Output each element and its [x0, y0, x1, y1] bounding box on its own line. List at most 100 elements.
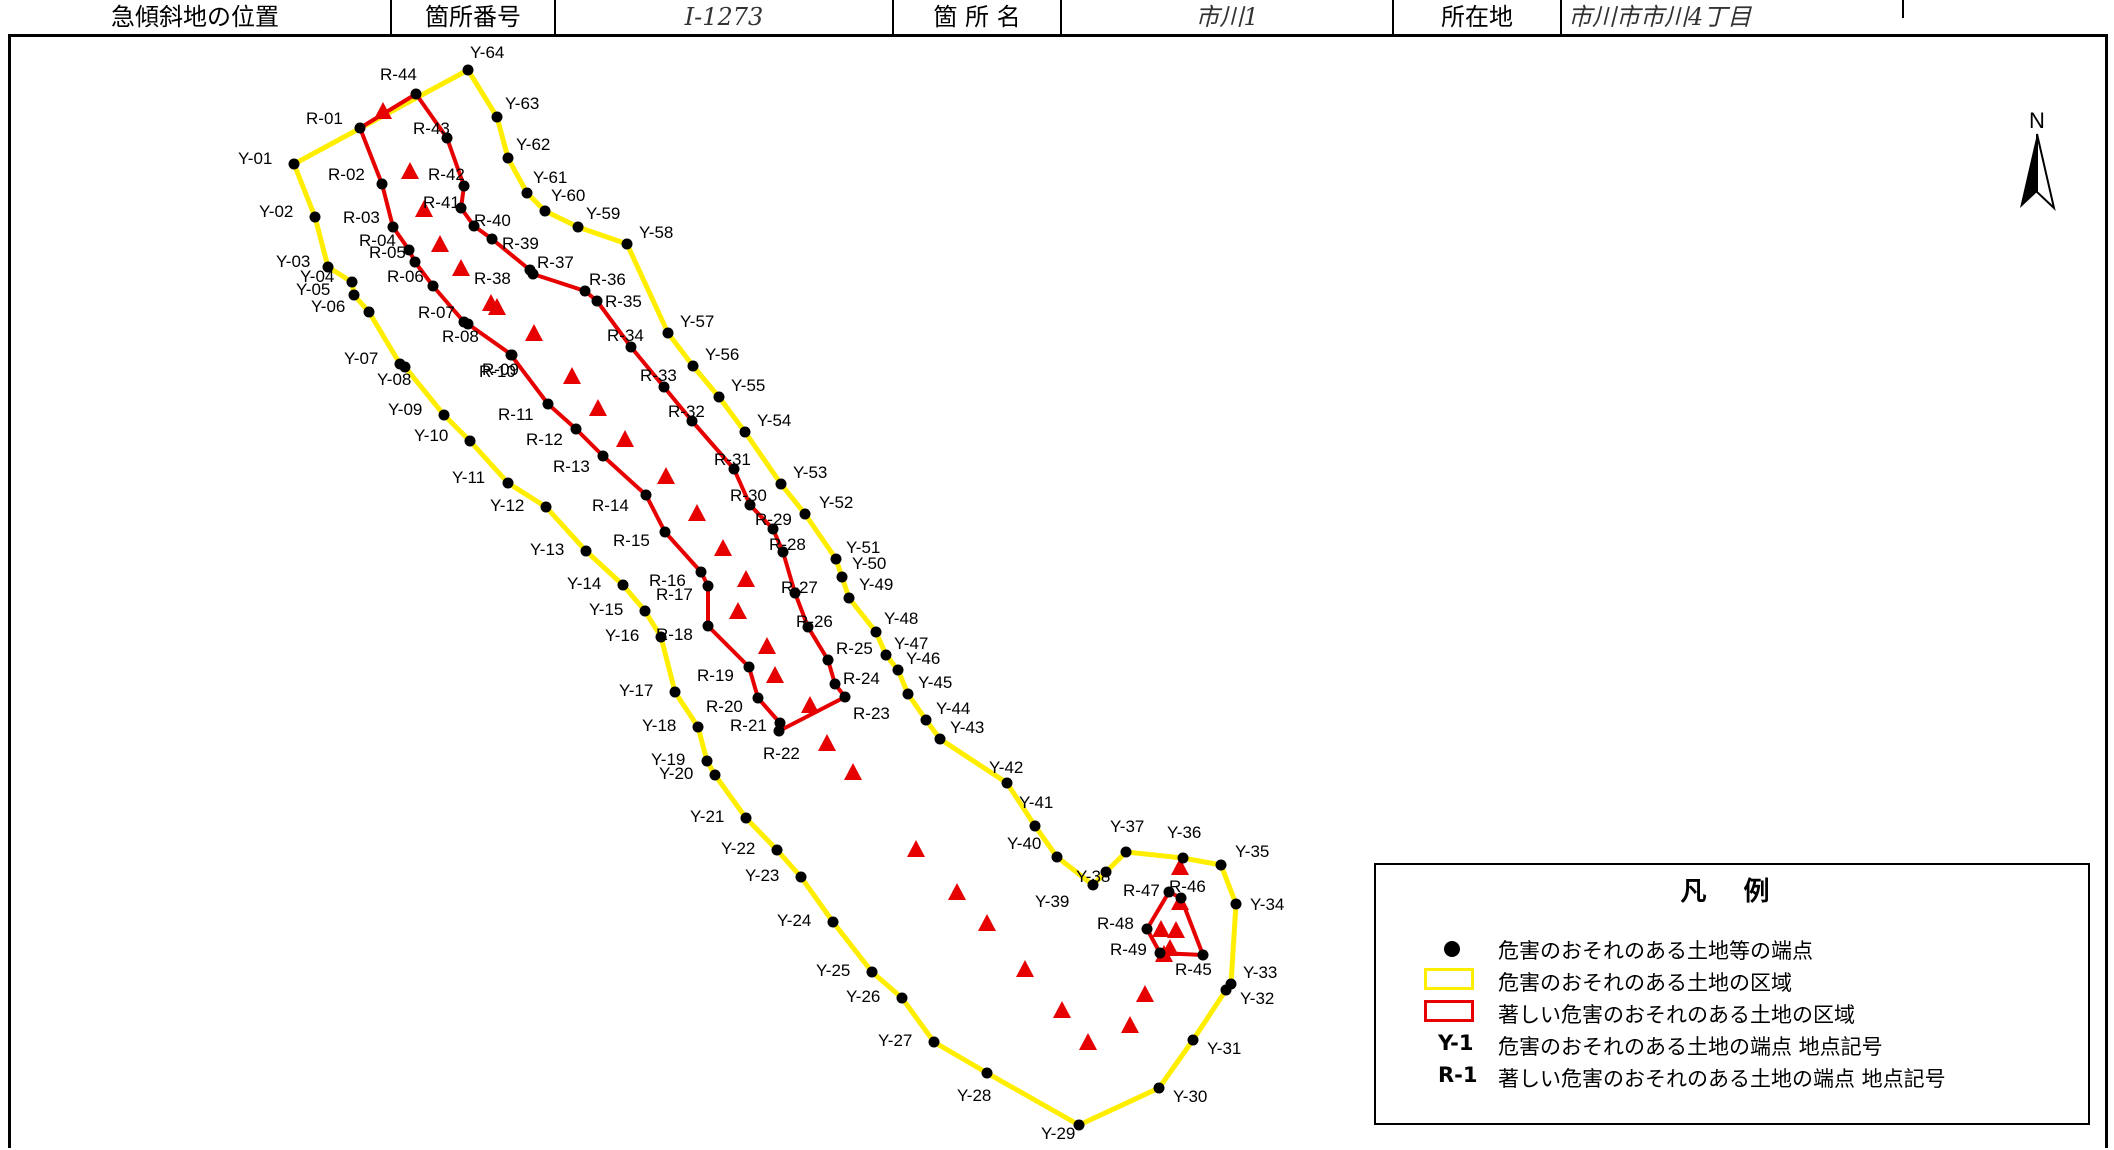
slope-mark-icon	[401, 162, 419, 179]
hazard-zone-point	[1120, 846, 1132, 858]
hazard-zone-point	[621, 238, 633, 250]
hazard-zone-point	[830, 553, 842, 565]
hazard-zone-point-label: Y-04	[300, 267, 334, 286]
severe-zone-point-label: R-14	[592, 496, 629, 515]
hazard-zone-point	[639, 605, 651, 617]
legend-item-text: 著しい危害のおそれのある土地の端点 地点記号	[1498, 1067, 1946, 1091]
hazard-zone-point-label: Y-12	[490, 496, 524, 515]
severe-zone-point	[773, 725, 785, 737]
hazard-zone-point	[902, 688, 914, 700]
legend-item-point: 危害のおそれのある土地等の端点	[1376, 933, 2088, 965]
hazard-zone-point-label: Y-47	[894, 634, 928, 653]
severe-zone-point	[658, 381, 670, 393]
hazard-zone-point-label: Y-18	[642, 716, 676, 735]
hazard-zone-point-label: Y-60	[551, 186, 585, 205]
hazard-zone-point	[462, 64, 474, 76]
hazard-zone-point-label: Y-21	[690, 807, 724, 826]
hazard-zone-point	[771, 844, 783, 856]
slope-mark-icon	[431, 235, 449, 252]
hazard-zone-point	[580, 545, 592, 557]
hazard-zone-point-label: Y-56	[705, 345, 739, 364]
severe-zone-point	[354, 122, 366, 134]
header-divider	[1392, 0, 1394, 34]
severe-zone-point	[427, 280, 439, 292]
hazard-zone-point	[438, 409, 450, 421]
severe-zone-point-label: R-03	[343, 208, 380, 227]
hazard-zone-point	[1051, 851, 1063, 863]
severe-zone-point-label: R-31	[714, 450, 751, 469]
hazard-zone-point-label: Y-62	[516, 135, 550, 154]
severe-zone-point-label: R-37	[537, 253, 574, 272]
severe-zone-point	[743, 661, 755, 673]
hazard-zone-point	[346, 276, 358, 288]
hazard-zone-point-label: Y-30	[1173, 1087, 1207, 1106]
hazard-zone-point	[896, 992, 908, 1004]
legend-item-text: 危害のおそれのある土地の端点 地点記号	[1498, 1035, 1883, 1059]
hazard-zone-point	[713, 391, 725, 403]
hazard-zone-point-label: Y-16	[605, 626, 639, 645]
hazard-zone-point	[692, 721, 704, 733]
severe-zone-point	[1197, 949, 1209, 961]
severe-zone-point-label: R-09	[482, 360, 519, 379]
hazard-zone-point-label: Y-29	[1041, 1124, 1075, 1143]
severe-zone-point-label: R-25	[836, 639, 873, 658]
hazard-zone-point-label: Y-63	[505, 94, 539, 113]
severe-zone-point-label: R-15	[613, 531, 650, 550]
severe-zone-point-label: R-13	[553, 457, 590, 476]
severe-zone-point	[597, 450, 609, 462]
north-arrow-icon	[2020, 133, 2056, 211]
severe-zone-point	[640, 489, 652, 501]
slope-mark-icon	[714, 539, 732, 556]
severe-zone-point-label: R-02	[328, 165, 365, 184]
severe-zone-point	[695, 566, 707, 578]
severe-zone-point	[774, 717, 786, 729]
severe-zone-point	[410, 88, 422, 100]
hazard-zone-point-label: Y-23	[745, 866, 779, 885]
legend-item-text: 危害のおそれのある土地等の端点	[1498, 939, 1813, 963]
severe-zone-point	[767, 523, 779, 535]
severe-zone-point	[524, 264, 536, 276]
slope-mark-icon	[452, 259, 470, 276]
slope-mark-icon	[1053, 1001, 1071, 1018]
hazard-zone-point	[866, 966, 878, 978]
severe-zone-point-label: R-18	[656, 625, 693, 644]
hazard-zone-point	[687, 360, 699, 372]
slope-mark-icon	[1121, 1016, 1139, 1033]
hazard-zone-point-label: Y-55	[731, 376, 765, 395]
severe-zone-point	[455, 202, 467, 214]
hazard-zone-point	[1230, 898, 1242, 910]
header-divider	[390, 0, 392, 34]
severe-zone-point-label: R-38	[474, 269, 511, 288]
hazard-zone-point-label: Y-10	[414, 426, 448, 445]
severe-zone-point	[728, 463, 740, 475]
severe-zone-point	[744, 499, 756, 511]
severe-zone-point-label: R-36	[589, 270, 626, 289]
hazard-zone-point-label: Y-33	[1243, 963, 1277, 982]
hazard-zone-point	[775, 478, 787, 490]
slope-mark-icon	[1079, 1033, 1097, 1050]
hazard-zone-point-label: Y-31	[1207, 1039, 1241, 1058]
hazard-zone-point	[892, 664, 904, 676]
severe-zone-point	[579, 285, 591, 297]
hazard-zone-point-label: Y-28	[957, 1086, 991, 1105]
severe-zone-point-label: R-40	[474, 211, 511, 230]
hazard-zone-boundary	[291, 67, 1239, 1128]
severe-zone-point-label: R-49	[1110, 940, 1147, 959]
hazard-zone-point	[1100, 866, 1112, 878]
legend-item-y-code: Y-1 危害のおそれのある土地の端点 地点記号	[1376, 1029, 2088, 1061]
header-bar: 急傾斜地の位置 箇所番号 Ⅰ-1273 箇 所 名 市川1 所在地 市川市市川4…	[0, 0, 2114, 34]
severe-zone-point-label: R-32	[668, 402, 705, 421]
legend-title: 凡 例	[1680, 877, 1784, 907]
header-address-label: 所在地	[1441, 3, 1513, 31]
hazard-zone-point-label: Y-48	[884, 609, 918, 628]
severe-zone-point	[591, 295, 603, 307]
header-site-number-value: Ⅰ-1273	[684, 3, 764, 31]
severe-zone-point-label: R-48	[1097, 914, 1134, 933]
hazard-zone-point-label: Y-15	[589, 600, 623, 619]
point-labels: Y-01 Y-02 Y-03Y-04Y-05Y-06 Y-07 Y-08 Y-09 Y-10…	[238, 43, 1284, 1143]
severe-zone-point-label: R-27	[781, 578, 818, 597]
hazard-zone-point	[920, 714, 932, 726]
severe-zone-point	[777, 546, 789, 558]
hazard-zone-point	[1087, 879, 1099, 891]
hazard-zone-point	[1073, 1119, 1085, 1131]
